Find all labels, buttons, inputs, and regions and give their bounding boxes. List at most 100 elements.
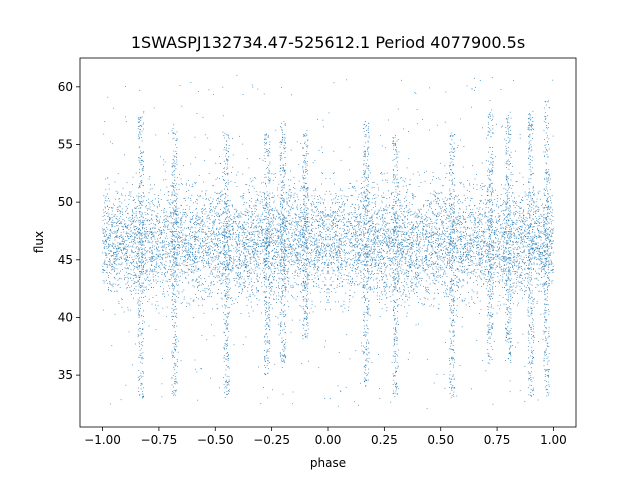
data-point: [447, 262, 448, 264]
data-point: [421, 256, 423, 258]
data-point: [254, 253, 256, 254]
data-point: [463, 212, 464, 213]
data-point: [424, 172, 425, 173]
data-point: [171, 283, 173, 284]
data-point: [526, 246, 528, 248]
data-point: [146, 251, 148, 253]
data-point: [453, 216, 454, 217]
data-point: [228, 231, 230, 232]
data-point: [419, 298, 421, 300]
data-point: [231, 238, 233, 240]
data-point: [317, 239, 319, 241]
data-point: [350, 238, 352, 240]
data-point: [268, 237, 270, 239]
data-point: [436, 264, 438, 265]
data-point: [470, 198, 472, 199]
data-point: [330, 216, 332, 218]
data-point: [328, 239, 330, 241]
data-point: [239, 277, 241, 279]
data-point: [458, 279, 460, 280]
data-point: [292, 220, 294, 222]
data-point: [503, 303, 505, 305]
data-point: [368, 244, 370, 245]
data-point: [297, 284, 299, 285]
data-point: [179, 235, 180, 237]
data-point: [489, 251, 491, 252]
data-point: [356, 242, 358, 244]
data-point: [177, 251, 178, 253]
data-point: [368, 201, 370, 203]
data-point: [328, 259, 330, 261]
data-point: [244, 221, 245, 223]
data-point: [294, 262, 296, 264]
data-point: [536, 303, 538, 304]
data-point: [140, 261, 142, 262]
data-point: [375, 206, 376, 207]
data-point: [383, 262, 384, 264]
data-point: [423, 303, 425, 305]
data-point: [136, 246, 138, 247]
data-point: [520, 255, 522, 257]
data-point: [176, 313, 177, 314]
data-point: [140, 247, 142, 249]
data-point: [412, 195, 413, 196]
data-point: [348, 275, 350, 277]
data-point: [480, 278, 482, 279]
data-point: [165, 248, 167, 250]
data-point: [244, 247, 246, 248]
data-point: [293, 194, 295, 196]
data-point: [471, 296, 473, 298]
data-point: [533, 253, 534, 255]
data-point: [247, 278, 249, 280]
data-point: [112, 286, 114, 288]
data-point: [270, 226, 271, 228]
data-point: [207, 226, 209, 228]
data-point: [540, 268, 542, 270]
data-point: [266, 197, 267, 199]
data-point: [441, 249, 442, 251]
data-point: [243, 282, 245, 284]
data-point: [484, 185, 486, 186]
data-point: [429, 260, 430, 262]
data-point: [120, 244, 122, 246]
data-point: [537, 206, 539, 208]
data-point: [164, 224, 165, 226]
data-point: [251, 211, 253, 213]
data-point: [167, 228, 169, 230]
data-point: [381, 252, 382, 254]
data-point: [353, 216, 355, 217]
data-point: [536, 272, 537, 274]
data-point: [524, 274, 526, 275]
data-point: [209, 203, 211, 204]
data-point: [552, 266, 554, 267]
data-point: [249, 273, 251, 274]
data-point: [288, 210, 289, 212]
data-point: [330, 308, 331, 310]
data-point: [326, 245, 328, 247]
data-point: [508, 220, 510, 222]
data-point: [275, 295, 277, 297]
data-point: [110, 234, 111, 236]
data-point: [214, 277, 216, 278]
data-point: [108, 237, 110, 239]
data-point: [261, 195, 262, 197]
data-point: [359, 234, 360, 235]
data-point: [551, 195, 553, 197]
data-point: [521, 267, 522, 269]
data-point: [254, 207, 256, 209]
data-point: [416, 236, 418, 238]
data-point: [151, 269, 153, 271]
data-point: [112, 283, 114, 285]
data-point: [503, 270, 505, 272]
data-point: [470, 256, 472, 257]
data-point: [324, 216, 326, 218]
data-point: [504, 282, 506, 284]
data-point: [465, 206, 467, 208]
data-point: [112, 207, 114, 209]
data-point: [355, 204, 356, 206]
data-point: [111, 210, 113, 212]
data-point: [154, 269, 156, 271]
data-point: [317, 220, 319, 222]
data-point: [173, 257, 175, 258]
data-point: [117, 272, 119, 274]
